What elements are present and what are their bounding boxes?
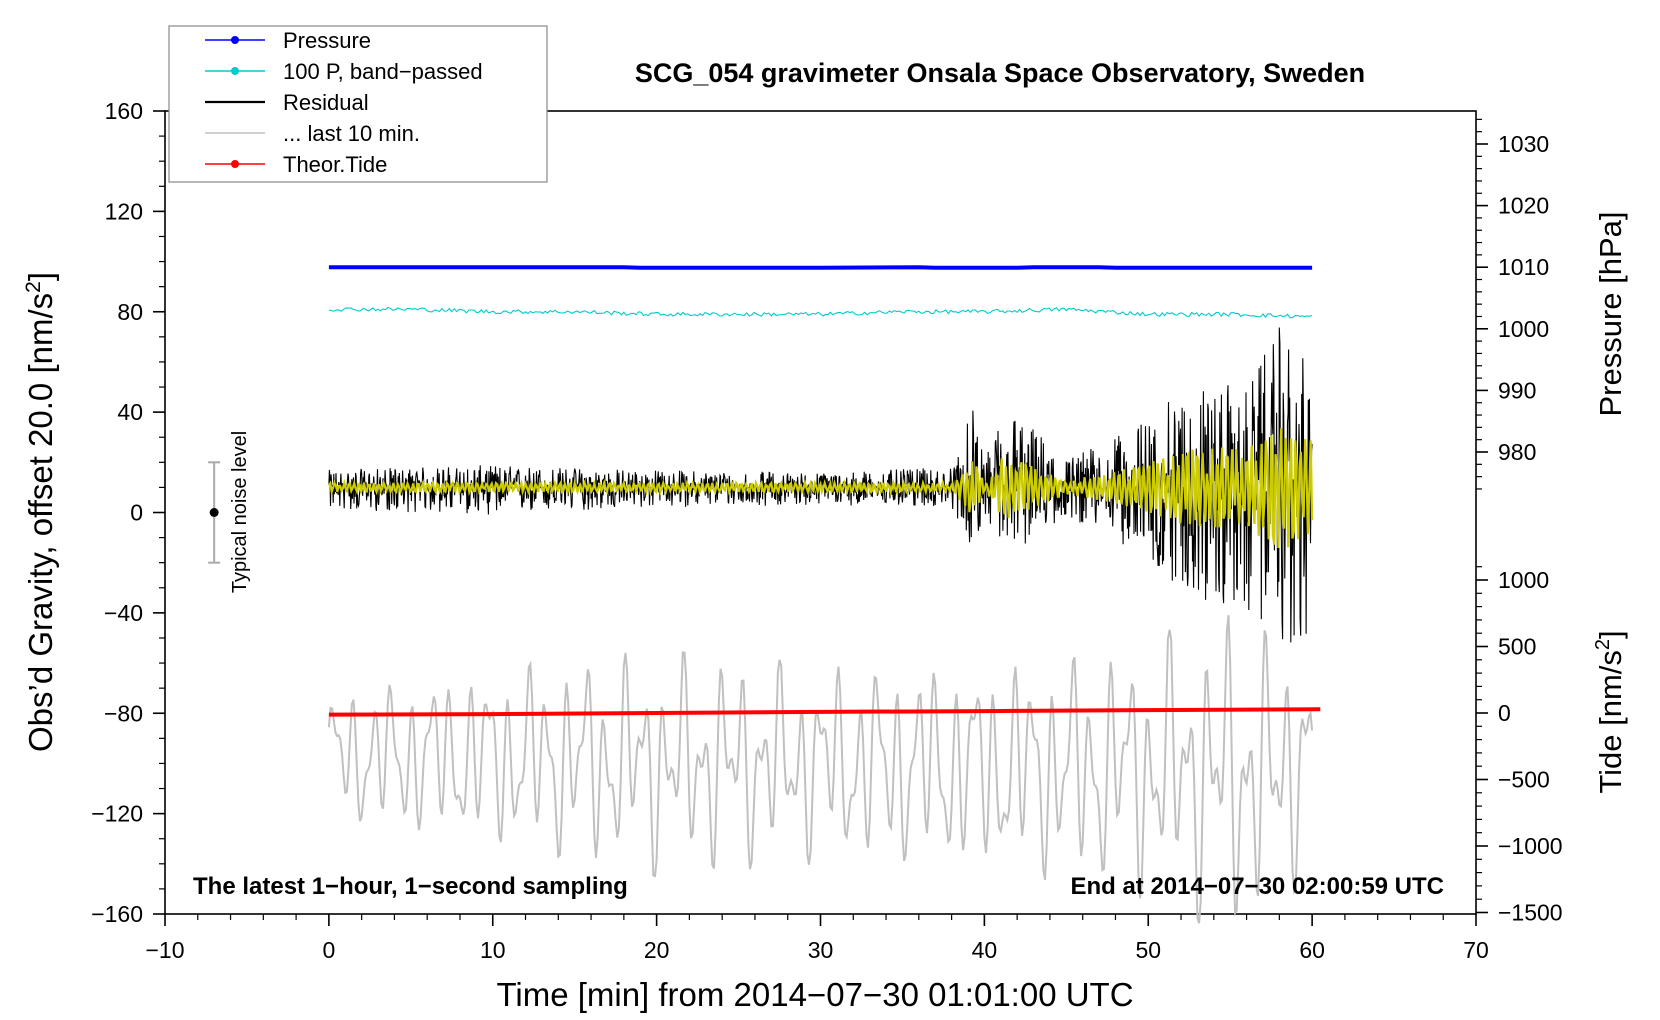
- x-tick-label: 10: [480, 937, 506, 963]
- y-axis-label-gravity-sup: 2: [22, 281, 45, 293]
- noise-level-label: Typical noise level: [229, 431, 251, 593]
- pressure-tick-label: 1020: [1498, 193, 1549, 219]
- legend-label: ... last 10 min.: [283, 121, 420, 146]
- y-axis-label-gravity-main: Obs’d Gravity, offset 20.0 [nm/s: [22, 293, 59, 752]
- pressure-tick-label: 1000: [1498, 316, 1549, 342]
- legend-box: [168, 25, 548, 183]
- series-tide-line: [328, 707, 1321, 717]
- y-axis-label-gravity-close: ]: [22, 272, 59, 281]
- tide-tick-label: 1000: [1498, 567, 1549, 593]
- legend-label: Residual: [283, 90, 369, 115]
- legend-marker: [231, 160, 239, 168]
- legend-label: Theor.Tide: [283, 152, 387, 177]
- noise-level-marker: [209, 508, 219, 517]
- legend-marker: [231, 36, 239, 44]
- series-bandpassed-line: [328, 306, 1313, 319]
- y-tick-label: 160: [105, 98, 143, 124]
- legend-label: Pressure: [283, 28, 371, 53]
- legend-marker: [231, 67, 239, 75]
- x-tick-label: −10: [145, 937, 184, 963]
- y-tick-label: −40: [104, 600, 143, 626]
- x-tick-label: 60: [1299, 937, 1325, 963]
- pressure-tick-label: 990: [1498, 377, 1536, 403]
- x-tick-label: 50: [1135, 937, 1161, 963]
- y-tick-label: 0: [130, 500, 143, 526]
- y-axis-label-gravity: Obs’d Gravity, offset 20.0 [nm/s2]: [22, 272, 59, 752]
- x-tick-label: 70: [1463, 937, 1489, 963]
- y-axis-label-tide-main: Tide [nm/s: [1593, 650, 1628, 794]
- y-axis-label-tide-sup: 2: [1592, 639, 1614, 650]
- legend-label: 100 P, band−passed: [283, 59, 483, 84]
- axes-layer: −10 0 10 20 30 40 50 60 70−160−120−80−4004080120…: [91, 98, 1562, 963]
- x-tick-label: 30: [808, 937, 834, 963]
- pressure-tick-label: 1010: [1498, 254, 1549, 280]
- pressure-tick-label: 1030: [1498, 131, 1549, 157]
- series-residual-smoothed-line: [327, 428, 1314, 549]
- tide-tick-label: −500: [1498, 767, 1550, 793]
- tide-tick-label: 500: [1498, 634, 1536, 660]
- tide-tick-label: 0: [1498, 700, 1511, 726]
- y-tick-label: 120: [105, 198, 143, 224]
- y-axis-label-tide-close: ]: [1593, 630, 1628, 639]
- tide-tick-label: −1000: [1498, 833, 1563, 859]
- series-layer: [327, 265, 1321, 924]
- y-axis-label-pressure: Pressure [hPa]: [1593, 211, 1628, 416]
- y-tick-label: 80: [117, 299, 143, 325]
- x-axis-label: Time [min] from 2014−07−30 01:01:00 UTC: [496, 976, 1133, 1013]
- x-tick-label: 0: [322, 937, 335, 963]
- pressure-tick-label: 980: [1498, 439, 1536, 465]
- y-tick-label: 40: [117, 399, 143, 425]
- annotation-sampling: The latest 1−hour, 1−second sampling: [193, 873, 628, 900]
- y-axis-label-tide: Tide [nm/s2]: [1592, 630, 1628, 793]
- x-tick-label: 40: [972, 937, 998, 963]
- tide-tick-label: −1500: [1498, 900, 1563, 926]
- x-tick-label: 20: [644, 937, 670, 963]
- y-tick-label: −160: [91, 901, 143, 927]
- y-tick-label: −80: [104, 700, 143, 726]
- annotation-end-time: End at 2014−07−30 02:00:59 UTC: [1070, 873, 1444, 900]
- chart-title: SCG_054 gravimeter Onsala Space Observat…: [635, 58, 1365, 88]
- y-tick-label: −120: [91, 801, 143, 827]
- series-pressure-line: [328, 265, 1313, 270]
- legend: Pressure 100 P, band−passed Residual ... la…: [168, 25, 548, 183]
